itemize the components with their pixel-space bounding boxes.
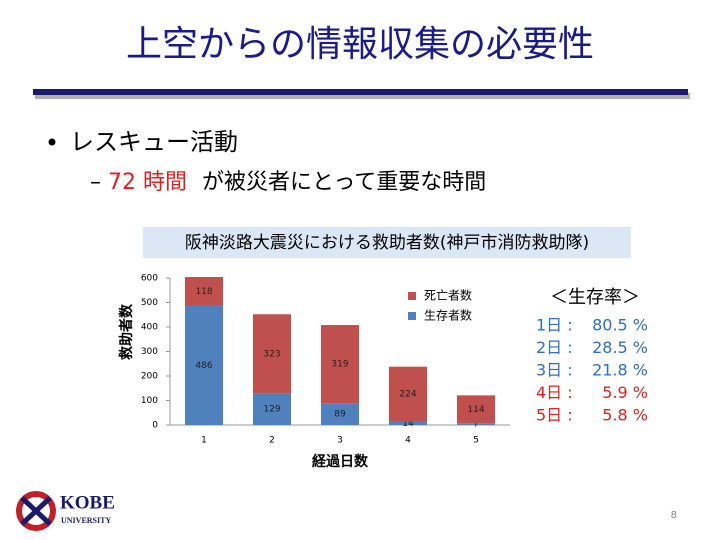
data-label: 224 bbox=[399, 390, 416, 400]
legend-swatch bbox=[408, 312, 416, 320]
bar-segment bbox=[388, 421, 428, 425]
y-tick-label: 600 bbox=[141, 274, 158, 284]
legend-label: 生存者数 bbox=[424, 308, 472, 323]
data-label: 14 bbox=[402, 419, 414, 429]
y-tick-label: 100 bbox=[141, 396, 158, 406]
survival-day: 4日 : bbox=[536, 383, 573, 402]
dash: – bbox=[90, 170, 101, 195]
x-tick-label: 4 bbox=[405, 436, 411, 446]
legend-label: 死亡者数 bbox=[424, 288, 472, 303]
y-tick-label: 200 bbox=[141, 372, 158, 382]
title-rule bbox=[33, 89, 688, 95]
y-tick-label: 500 bbox=[141, 298, 158, 308]
bar-segment bbox=[320, 325, 360, 404]
x-tick-label: 5 bbox=[473, 436, 479, 446]
data-label: 323 bbox=[263, 349, 280, 359]
legend-swatch bbox=[408, 292, 416, 300]
survival-day: 5日 : bbox=[536, 406, 573, 425]
survival-title: ＜生存率＞ bbox=[550, 287, 640, 308]
survival-rate: 5.8 % bbox=[602, 406, 648, 425]
chart-title: 阪神淡路大震災における救助者数(神戸市消防救助隊) bbox=[185, 233, 589, 253]
y-tick-label: 400 bbox=[141, 323, 158, 333]
x-tick-label: 2 bbox=[269, 436, 275, 446]
x-tick-label: 1 bbox=[201, 436, 207, 446]
sub-bullet: が被災者にとって重要な時間 bbox=[202, 170, 486, 195]
survival-rate: 80.5 % bbox=[592, 316, 648, 335]
y-tick-label: 0 bbox=[152, 421, 158, 431]
bar-segment bbox=[184, 305, 224, 425]
bar-segment bbox=[252, 393, 292, 425]
survival-day: 2日 : bbox=[536, 338, 573, 357]
page-number: 8 bbox=[671, 510, 677, 521]
x-axis-label: 経過日数 bbox=[312, 453, 369, 470]
survival-day: 1日 : bbox=[536, 316, 573, 335]
data-label: 319 bbox=[331, 360, 348, 370]
bullet: レスキュー活動 bbox=[70, 128, 238, 156]
data-label: 118 bbox=[195, 287, 212, 297]
bar-segment bbox=[320, 403, 360, 425]
y-tick-label: 300 bbox=[141, 347, 158, 357]
survival-day: 3日 : bbox=[536, 361, 573, 380]
survival-rate: 21.8 % bbox=[592, 361, 648, 380]
bullet-dot bbox=[48, 138, 56, 146]
bar-segment bbox=[388, 366, 428, 422]
logo: KOBE UNIVERSITY bbox=[16, 491, 115, 531]
slide-title: 上空からの情報収集の必要性 bbox=[126, 24, 594, 65]
logo-mark bbox=[16, 491, 56, 531]
data-label: 89 bbox=[334, 410, 346, 420]
data-label: 486 bbox=[195, 361, 212, 371]
highlight: 72 時間 bbox=[108, 170, 187, 195]
chart-title-box bbox=[143, 227, 631, 258]
bar-segment bbox=[456, 423, 496, 425]
bar-segment bbox=[252, 314, 292, 394]
title-shadow bbox=[35, 93, 690, 99]
data-label: 114 bbox=[467, 405, 484, 415]
logo-text: KOBE bbox=[60, 492, 115, 513]
survival-rate: 5.9 % bbox=[602, 383, 648, 402]
y-axis-label: 救助者数 bbox=[118, 303, 135, 360]
logo-sub: UNIVERSITY bbox=[61, 516, 111, 525]
x-tick-label: 3 bbox=[337, 436, 343, 446]
bar-segment bbox=[184, 277, 224, 306]
data-label: 7 bbox=[473, 420, 479, 430]
survival-rate: 28.5 % bbox=[592, 338, 648, 357]
bar-segment bbox=[456, 395, 496, 424]
data-label: 129 bbox=[263, 405, 280, 415]
logo-cross bbox=[20, 496, 52, 526]
